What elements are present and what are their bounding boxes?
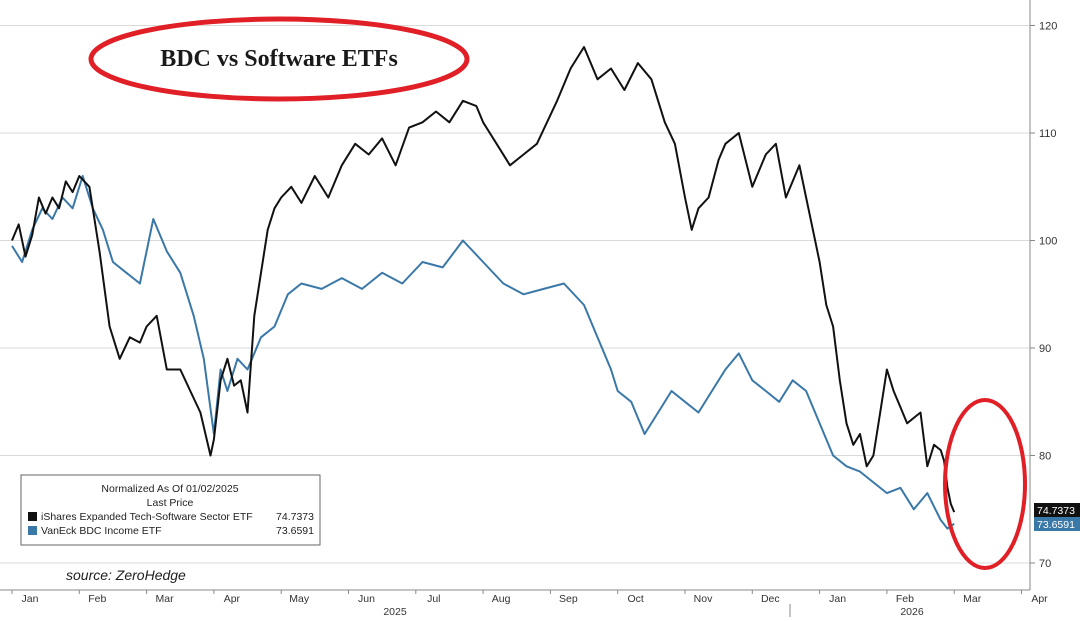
last-price-tag-0 [1034,503,1080,517]
series-line-software-etf [11,46,956,513]
source-note: source: ZeroHedge [66,567,186,583]
x-tick-label-jan-12: Jan [829,593,846,605]
legend-subheader: Last Price [147,497,194,509]
y-tick-label-70: 70 [1039,558,1051,570]
y-tick-label-80: 80 [1039,451,1051,463]
legend-label-software: iShares Expanded Tech-Software Sector ET… [41,511,253,523]
y-tick-label-100: 100 [1039,236,1057,248]
x-tick-label-aug-7: Aug [492,593,511,605]
gridlines [0,25,1030,564]
legend-value-software: 74.7373 [276,511,314,523]
x-tick-label-sep-8: Sep [559,593,578,605]
x-tick-label-nov-10: Nov [694,593,713,605]
y-tick-label-90: 90 [1039,343,1051,355]
highlight-ellipse [943,398,1027,570]
year-label-2026: 2026 [900,606,924,618]
x-tick-label-apr-15: Apr [1031,593,1048,605]
last-price-labels: 74.7373 73.6591 [1034,503,1080,531]
x-tick-label-feb-13: Feb [896,593,914,605]
legend-box [20,474,321,546]
x-tick-label-dec-11: Dec [761,593,780,605]
y-tick-label-110: 110 [1039,128,1057,140]
year-label-2025: 2025 [383,606,407,618]
chart-title: BDC vs Software ETFs [160,46,398,72]
legend-value-bdc: 73.6591 [276,525,314,537]
last-price-tag-1 [1034,517,1080,531]
x-tick-label-oct-9: Oct [628,593,644,605]
x-tick-label-jun-5: Jun [358,593,375,605]
last-price-label-0: 74.7373 [1037,505,1075,517]
y-axis-ticks: 70 80 90 100 110 120 [1030,21,1057,570]
series-line-bdc-etf [11,175,955,530]
x-axis-ticks: Jan Feb Mar Apr May Jun Jul Aug Sep Oct Nov Dec Jan F… [11,590,1048,618]
x-tick-label-feb-1: Feb [88,593,106,605]
legend: Normalized As Of 01/02/2025 Last Price i… [20,474,321,546]
x-tick-label-apr-3: Apr [224,593,241,605]
x-tick-label-mar-14: Mar [963,593,982,605]
legend-label-bdc: VanEck BDC Income ETF [41,525,162,537]
legend-header: Normalized As Of 01/02/2025 [101,483,238,495]
x-tick-label-may-4: May [289,593,310,605]
x-tick-label-jul-6: Jul [427,593,440,605]
legend-swatch-bdc [28,526,37,535]
title-ellipse [88,16,470,102]
series-layer [11,46,956,530]
y-tick-label-120: 120 [1039,21,1057,33]
last-price-label-1: 73.6591 [1037,519,1075,531]
x-tick-label-jan-0: Jan [22,593,39,605]
legend-swatch-software [28,512,37,521]
x-tick-label-mar-2: Mar [156,593,175,605]
